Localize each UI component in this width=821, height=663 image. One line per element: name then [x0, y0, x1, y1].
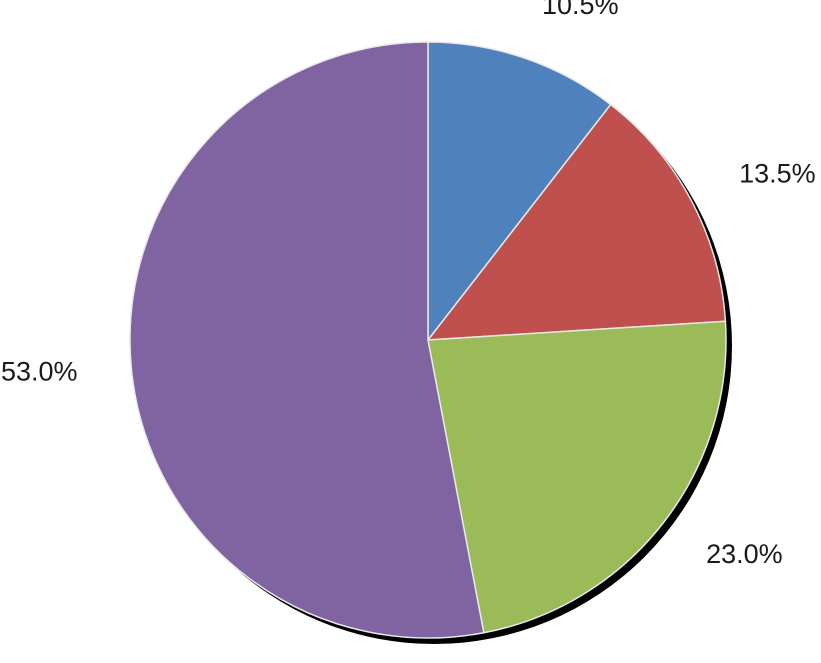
slice-label: 23.0% — [706, 539, 783, 569]
slice-label: 10.5% — [542, 0, 619, 20]
slice-label: 13.5% — [739, 158, 816, 188]
slice-label: 53.0% — [1, 356, 78, 386]
pie-slice — [427, 41, 612, 343]
pie-slice — [427, 320, 727, 634]
pie-slice — [426, 103, 727, 341]
pie-slice — [129, 41, 485, 639]
